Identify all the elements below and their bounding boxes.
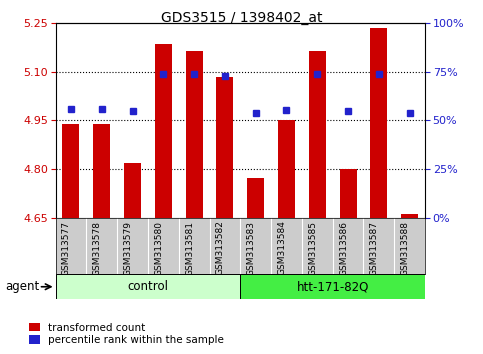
Text: htt-171-82Q: htt-171-82Q — [297, 280, 369, 293]
Text: GSM313579: GSM313579 — [124, 221, 132, 275]
Text: GSM313584: GSM313584 — [277, 221, 286, 275]
Bar — [93, 124, 110, 218]
Bar — [185, 51, 202, 218]
Bar — [241, 274, 425, 299]
Text: GSM313587: GSM313587 — [370, 221, 379, 275]
Bar — [340, 169, 356, 218]
Bar — [62, 124, 79, 218]
Text: GDS3515 / 1398402_at: GDS3515 / 1398402_at — [161, 11, 322, 25]
Text: GSM313580: GSM313580 — [154, 221, 163, 275]
Text: GSM313577: GSM313577 — [62, 221, 71, 275]
Text: GSM313586: GSM313586 — [339, 221, 348, 275]
Bar — [155, 44, 172, 218]
Bar — [216, 76, 233, 218]
Bar — [309, 51, 326, 218]
Bar — [401, 214, 418, 218]
Text: GSM313581: GSM313581 — [185, 221, 194, 275]
Text: control: control — [128, 280, 169, 293]
Bar — [56, 274, 241, 299]
Text: agent: agent — [5, 280, 39, 293]
Text: GSM313582: GSM313582 — [216, 221, 225, 275]
Text: GSM313578: GSM313578 — [93, 221, 102, 275]
Bar — [247, 178, 264, 218]
Text: GSM313585: GSM313585 — [308, 221, 317, 275]
Text: GSM313583: GSM313583 — [247, 221, 256, 275]
Bar — [124, 162, 141, 218]
Legend: transformed count, percentile rank within the sample: transformed count, percentile rank withi… — [29, 322, 224, 345]
Text: GSM313588: GSM313588 — [400, 221, 410, 275]
Bar — [278, 120, 295, 218]
Bar — [370, 28, 387, 218]
